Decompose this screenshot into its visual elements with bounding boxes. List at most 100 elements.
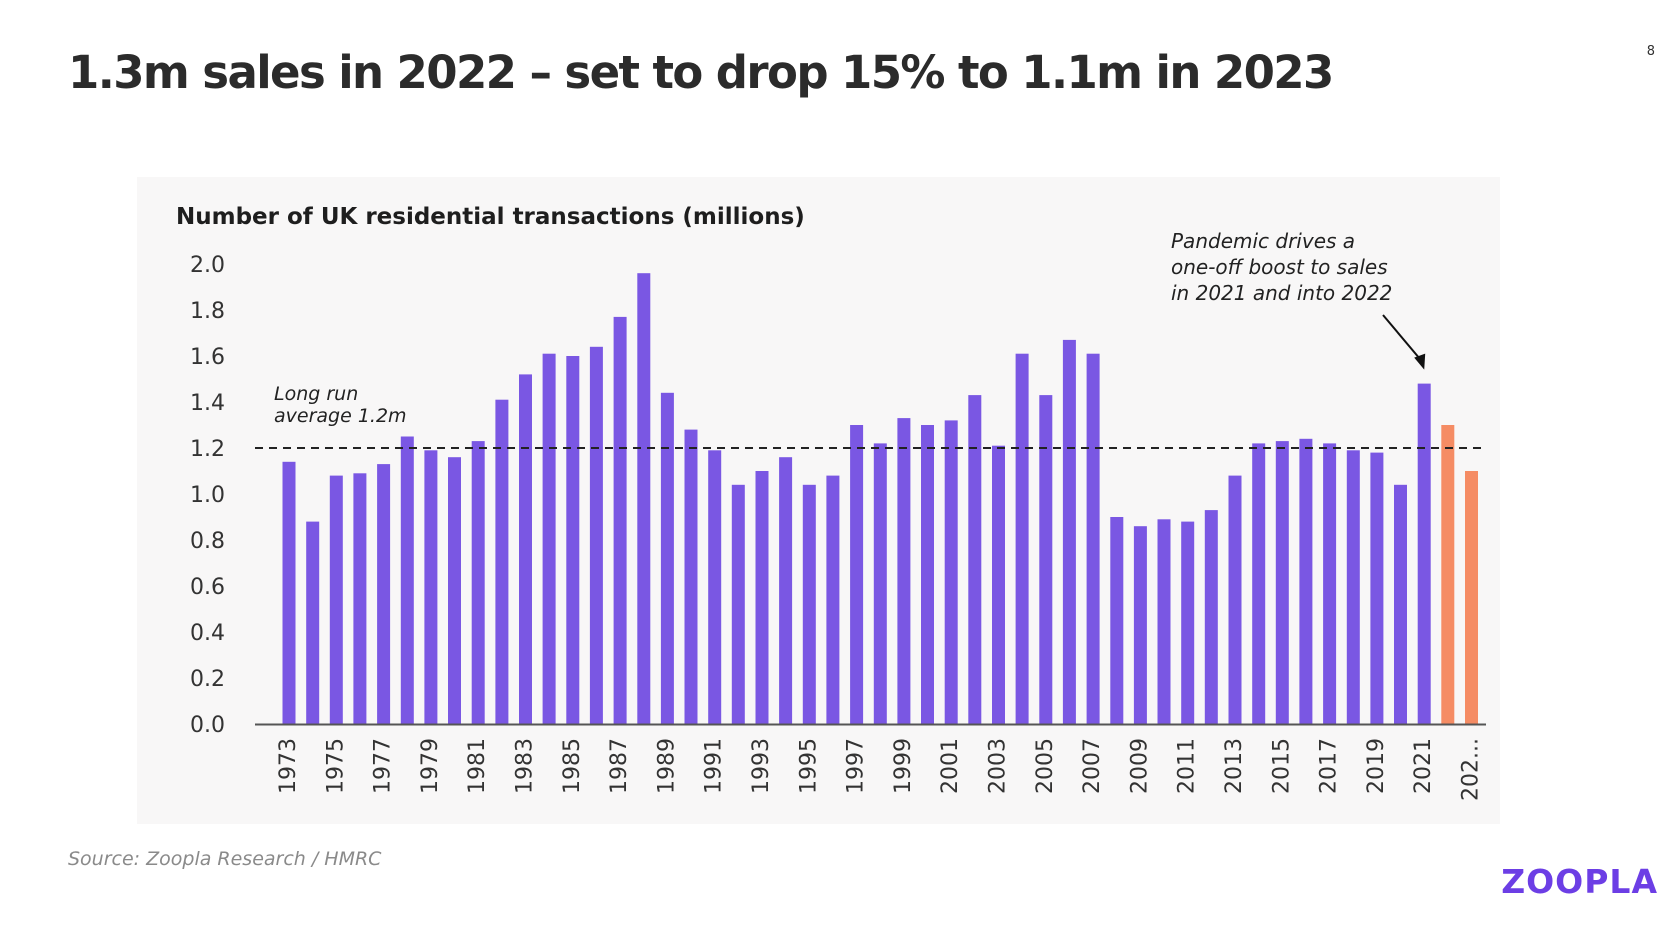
y-tick-label: 1.0 (190, 483, 225, 508)
bar (566, 356, 580, 724)
x-tick-label: 2017 (1317, 738, 1342, 794)
bar (1370, 452, 1384, 724)
average-annotation-text: average 1.2m (274, 405, 407, 427)
bar (1275, 441, 1289, 724)
bar (495, 399, 509, 724)
x-tick-label: 2005 (1033, 738, 1058, 794)
bar (282, 461, 296, 724)
x-tick-label: 2011 (1175, 738, 1200, 794)
bar (1181, 521, 1195, 724)
bar (1133, 526, 1147, 724)
bar (1157, 519, 1171, 724)
bar (471, 441, 485, 724)
bar (424, 450, 438, 724)
x-tick-label: 2001 (938, 738, 963, 794)
slide-title: 1.3m sales in 2022 – set to drop 15% to … (68, 46, 1334, 99)
y-tick-label: 0.6 (190, 575, 225, 600)
x-tick-label: 1993 (749, 738, 774, 794)
x-tick-label: 202... (1459, 738, 1484, 801)
bar (826, 475, 840, 724)
bar (613, 316, 627, 724)
pandemic-annotation-text: in 2021 and into 2022 (1171, 281, 1392, 305)
x-tick-label: 1999 (891, 738, 916, 794)
annotation-arrow-line (1382, 314, 1423, 363)
x-tick-label: 1973 (276, 738, 301, 794)
zoopla-logo: ZOOPLA (1501, 862, 1658, 901)
bar (944, 420, 958, 724)
x-tick-label: 1981 (465, 738, 490, 794)
bar (589, 346, 603, 724)
y-tick-label: 0.4 (190, 621, 225, 646)
average-annotation-text: Long run (274, 383, 358, 405)
x-tick-label: 2021 (1411, 738, 1436, 794)
bar (400, 436, 414, 724)
x-tick-label: 1989 (654, 738, 679, 794)
bar (1228, 475, 1242, 724)
bar (637, 273, 651, 724)
bar (992, 445, 1005, 724)
y-tick-label: 1.8 (190, 299, 225, 324)
bar (448, 457, 461, 724)
bar (1062, 339, 1076, 724)
pandemic-annotation-text: Pandemic drives a (1171, 229, 1355, 253)
bar (1086, 353, 1100, 724)
x-tick-label: 1991 (702, 738, 727, 794)
chart-title: Number of UK residential transactions (m… (176, 204, 805, 230)
bar (1417, 383, 1431, 724)
bar (660, 392, 674, 724)
x-tick-label: 2015 (1269, 738, 1294, 794)
page-number: 8 (1646, 44, 1655, 59)
bar (306, 521, 320, 724)
bar (353, 473, 367, 724)
bar (1323, 443, 1337, 724)
forecast-bar (1465, 471, 1478, 724)
bar (542, 353, 556, 724)
y-tick-label: 1.6 (190, 345, 225, 370)
x-tick-label: 2007 (1080, 738, 1105, 794)
x-tick-label: 1985 (560, 738, 585, 794)
bar (802, 484, 816, 724)
x-tick-label: 2019 (1364, 738, 1389, 794)
x-tick-label: 1977 (371, 738, 396, 794)
chart-panel: Number of UK residential transactions (m… (137, 177, 1500, 824)
source-note: Source: Zoopla Research / HMRC (68, 848, 382, 870)
x-tick-label: 1997 (844, 738, 869, 794)
x-tick-label: 1979 (418, 738, 443, 794)
x-tick-label: 1995 (796, 738, 821, 794)
annotation-arrow-head (1414, 353, 1426, 370)
y-tick-label: 0.8 (190, 529, 225, 554)
bar (779, 457, 793, 724)
bar (519, 374, 532, 724)
y-tick-label: 1.2 (190, 437, 225, 462)
y-tick-label: 1.4 (190, 391, 225, 416)
bar (873, 443, 887, 724)
transactions-bar-chart: Number of UK residential transactions (m… (176, 204, 1486, 801)
y-tick-label: 0.0 (190, 713, 225, 738)
bar (1110, 517, 1124, 724)
bar (968, 395, 982, 724)
bar (1015, 353, 1029, 724)
y-tick-label: 2.0 (190, 253, 225, 278)
bar (377, 464, 391, 724)
bar (1252, 443, 1266, 724)
bar (684, 429, 698, 724)
pandemic-annotation-text: one-off boost to sales (1171, 255, 1388, 279)
forecast-bar (1441, 425, 1455, 724)
x-tick-label: 1975 (323, 738, 348, 794)
bar (850, 425, 864, 724)
bar (897, 418, 911, 724)
bar (1346, 450, 1360, 724)
bar (708, 450, 722, 724)
bar (1299, 438, 1313, 724)
x-tick-label: 2003 (986, 738, 1011, 794)
bar (731, 484, 745, 724)
bar (329, 475, 343, 724)
x-tick-label: 1987 (607, 738, 632, 794)
x-tick-label: 2013 (1222, 738, 1247, 794)
bar (755, 471, 769, 724)
bar (1039, 395, 1053, 724)
zoopla-logo-text: ZOOPLA (1501, 862, 1658, 901)
bar (1204, 510, 1218, 724)
y-tick-label: 0.2 (190, 667, 225, 692)
bar (921, 425, 934, 724)
